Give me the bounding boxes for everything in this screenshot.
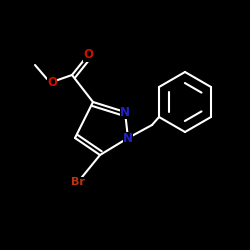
Text: O: O — [47, 76, 57, 88]
Text: O: O — [83, 48, 93, 62]
Text: N: N — [120, 106, 130, 118]
Text: N: N — [123, 132, 133, 144]
Text: Br: Br — [71, 177, 85, 187]
